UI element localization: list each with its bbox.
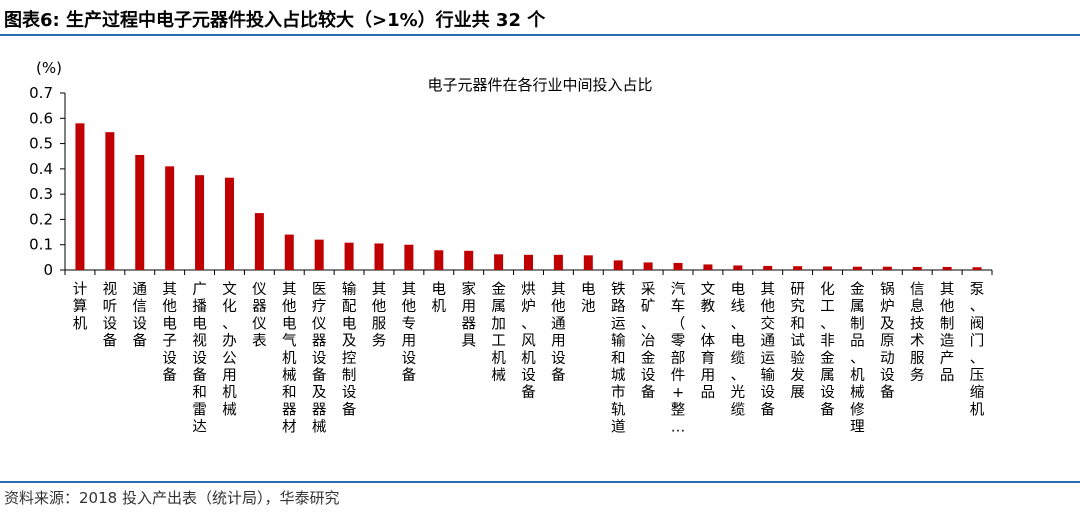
category-label: 其他制造产品 <box>940 281 955 384</box>
figure-title-text: 生产过程中电子元器件投入占比较大（>1%）行业共 32 个 <box>66 10 546 31</box>
bar <box>763 265 773 270</box>
bar <box>673 262 683 270</box>
bar <box>793 266 803 270</box>
bar <box>314 239 324 270</box>
category-label: 电池 <box>581 281 596 315</box>
bar <box>75 123 85 270</box>
category-label: 文化、办公用机械 <box>222 281 237 418</box>
top-rule <box>0 34 1080 36</box>
category-label: 家用器具 <box>461 281 476 350</box>
category-label: 文教、体育用品 <box>701 281 716 401</box>
bar <box>643 262 653 270</box>
category-label: 医疗仪器设备及器械 <box>312 282 327 436</box>
bar <box>524 254 533 270</box>
bar <box>404 244 414 270</box>
bar <box>733 265 743 270</box>
category-label: 烘炉、风机设备 <box>521 281 536 401</box>
category-label: 其他交通运输设备 <box>760 281 775 418</box>
category-label: 采矿、冶金设备 <box>641 281 656 401</box>
category-label: 电线、电缆、光缆 <box>731 281 746 418</box>
y-tick-label: 0.2 <box>29 210 53 228</box>
bar <box>912 266 922 270</box>
y-tick-label: 0.5 <box>29 135 53 153</box>
bar <box>852 266 862 270</box>
category-label: 其他服务 <box>372 281 387 350</box>
bar <box>135 154 145 270</box>
category-label: 锅炉及原动设备 <box>880 281 895 401</box>
category-label: 其他专用设备 <box>402 281 417 384</box>
source-note: 资料来源：2018 投入产出表（统计局），华泰研究 <box>4 489 340 507</box>
y-axis-label: (%) <box>36 59 62 77</box>
bar <box>464 250 474 270</box>
y-tick-label: 0.7 <box>29 84 53 102</box>
category-labels: 计算机视听设备通信设备其他电子设备广播电视设备和雷达文化、办公用机械仪器仪表其他… <box>73 281 985 436</box>
bar <box>224 177 234 270</box>
category-label: 金属加工机械 <box>491 281 506 384</box>
bar <box>613 260 623 270</box>
category-label: 视听设备 <box>103 281 118 350</box>
bar <box>972 267 982 270</box>
bar <box>284 234 294 270</box>
category-label: 电机 <box>432 281 447 315</box>
category-label: 其他通用设备 <box>551 281 566 384</box>
y-tick-label: 0.4 <box>29 160 53 178</box>
category-label: 研究和试验发展 <box>790 282 805 401</box>
bottom-rule <box>0 481 1080 483</box>
bar <box>583 255 593 270</box>
category-label: 计算机 <box>73 281 88 332</box>
bar <box>434 250 444 270</box>
figure-number: 图表6: <box>4 10 60 31</box>
category-label: 泵、阀门、压缩机 <box>970 282 985 418</box>
bar <box>254 213 264 270</box>
y-tick-label: 0.3 <box>29 185 53 203</box>
bar <box>374 243 384 270</box>
figure-title: 图表6: 生产过程中电子元器件投入占比较大（>1%）行业共 32 个 <box>4 6 545 32</box>
category-label: 其他电气机械和器材 <box>282 281 297 436</box>
bar <box>105 132 115 270</box>
category-label: 仪器仪表 <box>252 282 267 350</box>
bars <box>75 123 982 270</box>
bar <box>882 266 892 270</box>
bar <box>165 166 175 270</box>
bar <box>344 242 354 270</box>
y-tick-label: 0 <box>43 261 53 279</box>
chart-title: 电子元器件在各行业中间投入占比 <box>427 76 652 94</box>
bar <box>942 266 952 270</box>
category-label: 广播电视设备和雷达 <box>192 281 207 436</box>
axes: 0 0.1 0.2 0.3 0.4 0.5 0.6 0.7 <box>29 84 993 279</box>
bar <box>494 254 504 270</box>
bar <box>195 175 205 270</box>
category-label: 汽车（零部件+整… <box>671 281 686 436</box>
bar <box>703 264 713 270</box>
category-label: 铁路运输和城市轨道 <box>611 281 626 436</box>
category-label: 通信设备 <box>133 281 148 350</box>
category-label: 其他电子设备 <box>162 281 177 384</box>
category-label: 金属制品、机械修理 <box>850 281 865 436</box>
y-tick-label: 0.6 <box>29 109 53 127</box>
bar <box>553 254 563 270</box>
category-label: 化工、非金属设备 <box>820 281 835 418</box>
category-label: 输配电及控制设备 <box>342 281 357 418</box>
bar-chart: (%) 电子元器件在各行业中间投入占比 00.10.20.30.40.50.60… <box>29 59 993 436</box>
bar <box>823 266 833 270</box>
y-tick-label: 0.1 <box>29 236 53 254</box>
category-label: 信息技术服务 <box>910 281 925 384</box>
